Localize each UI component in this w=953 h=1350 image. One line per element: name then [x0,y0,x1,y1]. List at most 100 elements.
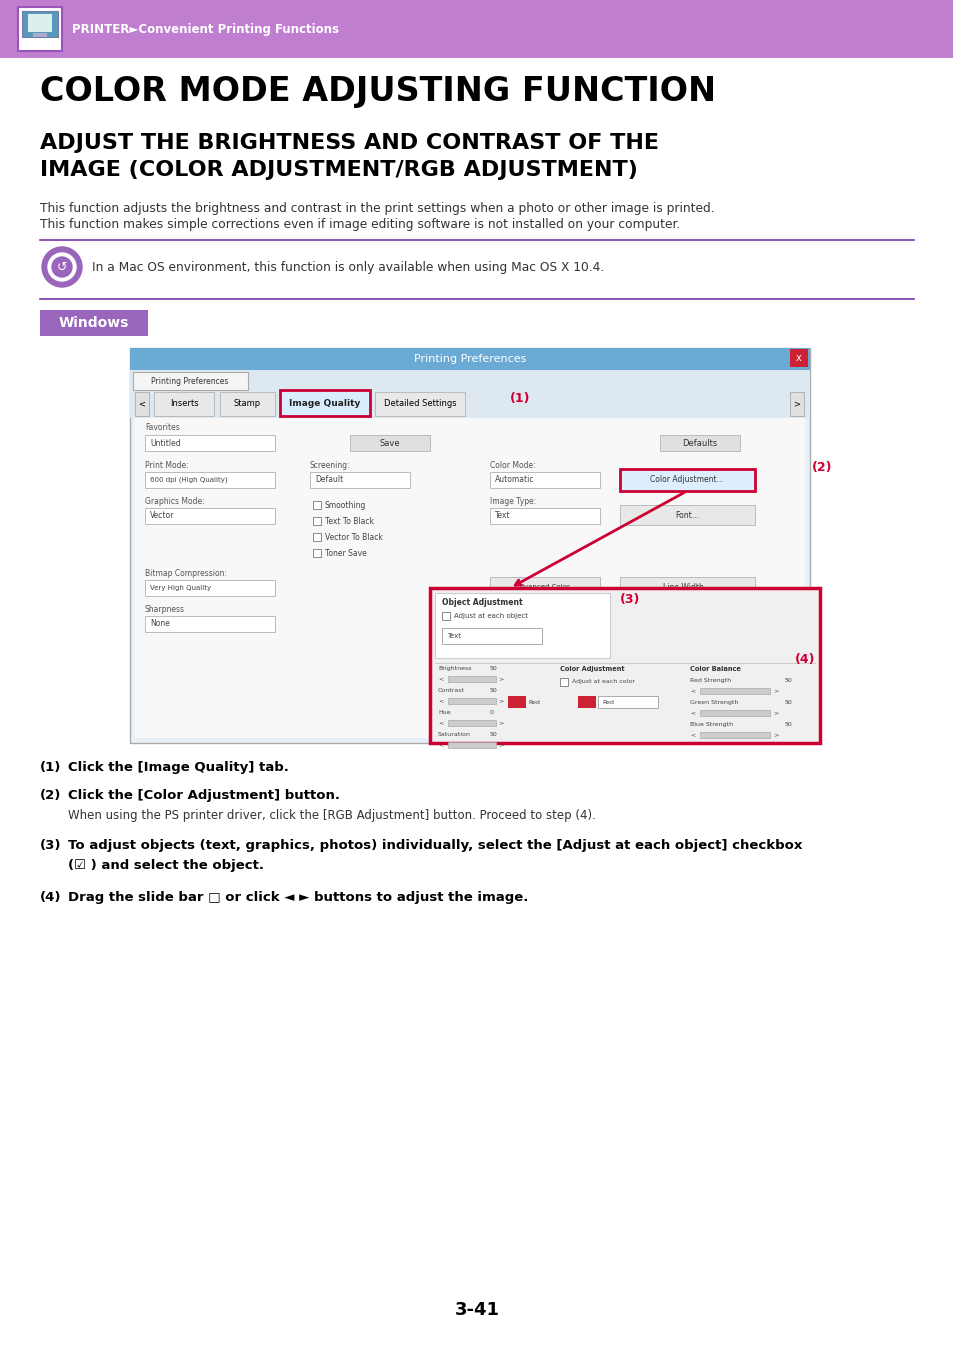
Text: <: < [437,743,443,747]
Text: Untitled: Untitled [150,439,180,447]
Text: (1): (1) [510,392,530,405]
Text: >: > [497,698,503,703]
Text: >: > [793,400,800,409]
Bar [448,720,496,726]
Bar [559,678,567,686]
Text: 50: 50 [784,701,792,705]
Bar [448,743,496,748]
Text: IMAGE (COLOR ADJUSTMENT/RGB ADJUSTMENT): IMAGE (COLOR ADJUSTMENT/RGB ADJUSTMENT) [40,161,638,180]
Bar [619,468,754,491]
Text: When using the PS printer driver, click the [RGB Adjustment] button. Proceed to : When using the PS printer driver, click … [68,809,596,822]
Text: 50: 50 [490,688,497,693]
Text: Smoothing: Smoothing [325,501,366,509]
Bar [490,576,599,597]
Bar [448,698,496,703]
Text: Text: Text [447,633,460,639]
Text: Vector: Vector [150,512,174,521]
Bar [135,392,149,416]
Text: ADJUST THE BRIGHTNESS AND CONTRAST OF THE: ADJUST THE BRIGHTNESS AND CONTRAST OF TH… [40,134,659,153]
Bar [619,505,754,525]
Text: Contrast: Contrast [437,688,464,693]
Text: COLOR MODE ADJUSTING FUNCTION: COLOR MODE ADJUSTING FUNCTION [40,76,716,108]
Bar [145,472,274,487]
Text: This function makes simple corrections even if image editing software is not ins: This function makes simple corrections e… [40,217,679,231]
Text: Screening:: Screening: [310,460,351,470]
Bar [40,310,148,336]
Text: x: x [796,352,801,363]
Text: <: < [689,710,695,716]
Bar [22,11,58,36]
Text: This function adjusts the brightness and contrast in the print settings when a p: This function adjusts the brightness and… [40,202,714,215]
Text: 600 dpi (High Quality): 600 dpi (High Quality) [150,477,228,483]
Bar [789,350,807,367]
Text: Color Balance: Color Balance [689,666,740,672]
Text: 50: 50 [784,722,792,728]
Bar [619,576,754,597]
Text: Red: Red [601,699,613,705]
Bar [490,508,599,524]
Text: (3): (3) [40,838,61,852]
Text: >: > [497,676,503,680]
Text: ↺: ↺ [56,261,67,274]
Text: <: < [437,676,443,680]
Text: Red Strength: Red Strength [689,678,730,683]
Text: (4): (4) [40,891,61,904]
Text: Advanced Color...: Advanced Color... [514,585,575,590]
Text: Line Width...: Line Width... [662,582,710,591]
Text: Click the [Image Quality] tab.: Click the [Image Quality] tab. [68,761,289,774]
Text: Image Quality: Image Quality [289,400,360,409]
Text: Red: Red [527,699,539,705]
Text: PRINTER►Convenient Printing Functions: PRINTER►Convenient Printing Functions [71,23,338,35]
Text: Saturation: Saturation [437,732,471,737]
Bar [350,435,430,451]
Text: Adjust at each color: Adjust at each color [572,679,634,684]
Text: Bitmap Compression:: Bitmap Compression: [145,568,227,578]
Bar [435,593,609,657]
Bar [313,533,320,541]
Circle shape [48,252,76,281]
Bar [130,348,809,742]
Bar [130,390,809,418]
Bar [659,435,740,451]
Bar [700,710,769,716]
Text: (3): (3) [619,593,639,606]
Text: Green Strength: Green Strength [689,701,738,705]
Bar [153,392,213,416]
Text: (2): (2) [40,788,61,802]
Text: >: > [772,688,778,693]
Text: <: < [437,698,443,703]
Text: Color Mode:: Color Mode: [490,460,535,470]
Bar [145,508,274,524]
Bar [430,589,820,743]
Bar [700,732,769,738]
Text: Printing Preferences: Printing Preferences [414,354,526,364]
Text: Vector To Black: Vector To Black [325,532,382,541]
Bar [310,472,410,487]
Bar [375,392,464,416]
Bar [145,580,274,595]
Text: Stamp: Stamp [233,400,260,409]
Text: Brightness: Brightness [437,666,471,671]
Bar [280,390,370,416]
Text: (2): (2) [811,460,832,474]
Text: Defaults: Defaults [681,439,717,447]
Text: (4): (4) [794,653,814,666]
Text: Automatic: Automatic [495,475,534,485]
Text: Sharpness: Sharpness [145,605,185,614]
Text: Inserts: Inserts [170,400,198,409]
Bar [132,373,248,390]
Text: To adjust objects (text, graphics, photos) individually, select the [Adjust at e: To adjust objects (text, graphics, photo… [68,838,801,852]
Circle shape [52,256,71,277]
Bar [441,628,541,644]
Bar [700,688,769,694]
Text: Printing Preferences: Printing Preferences [152,377,229,386]
Text: Detailed Settings: Detailed Settings [383,400,456,409]
Bar [145,435,274,451]
Bar [130,348,809,370]
Bar [33,32,47,36]
Bar [598,697,658,707]
Text: Blue Strength: Blue Strength [689,722,732,728]
Bar [578,697,596,707]
Text: Toner Save: Toner Save [325,548,366,558]
Circle shape [42,247,82,288]
